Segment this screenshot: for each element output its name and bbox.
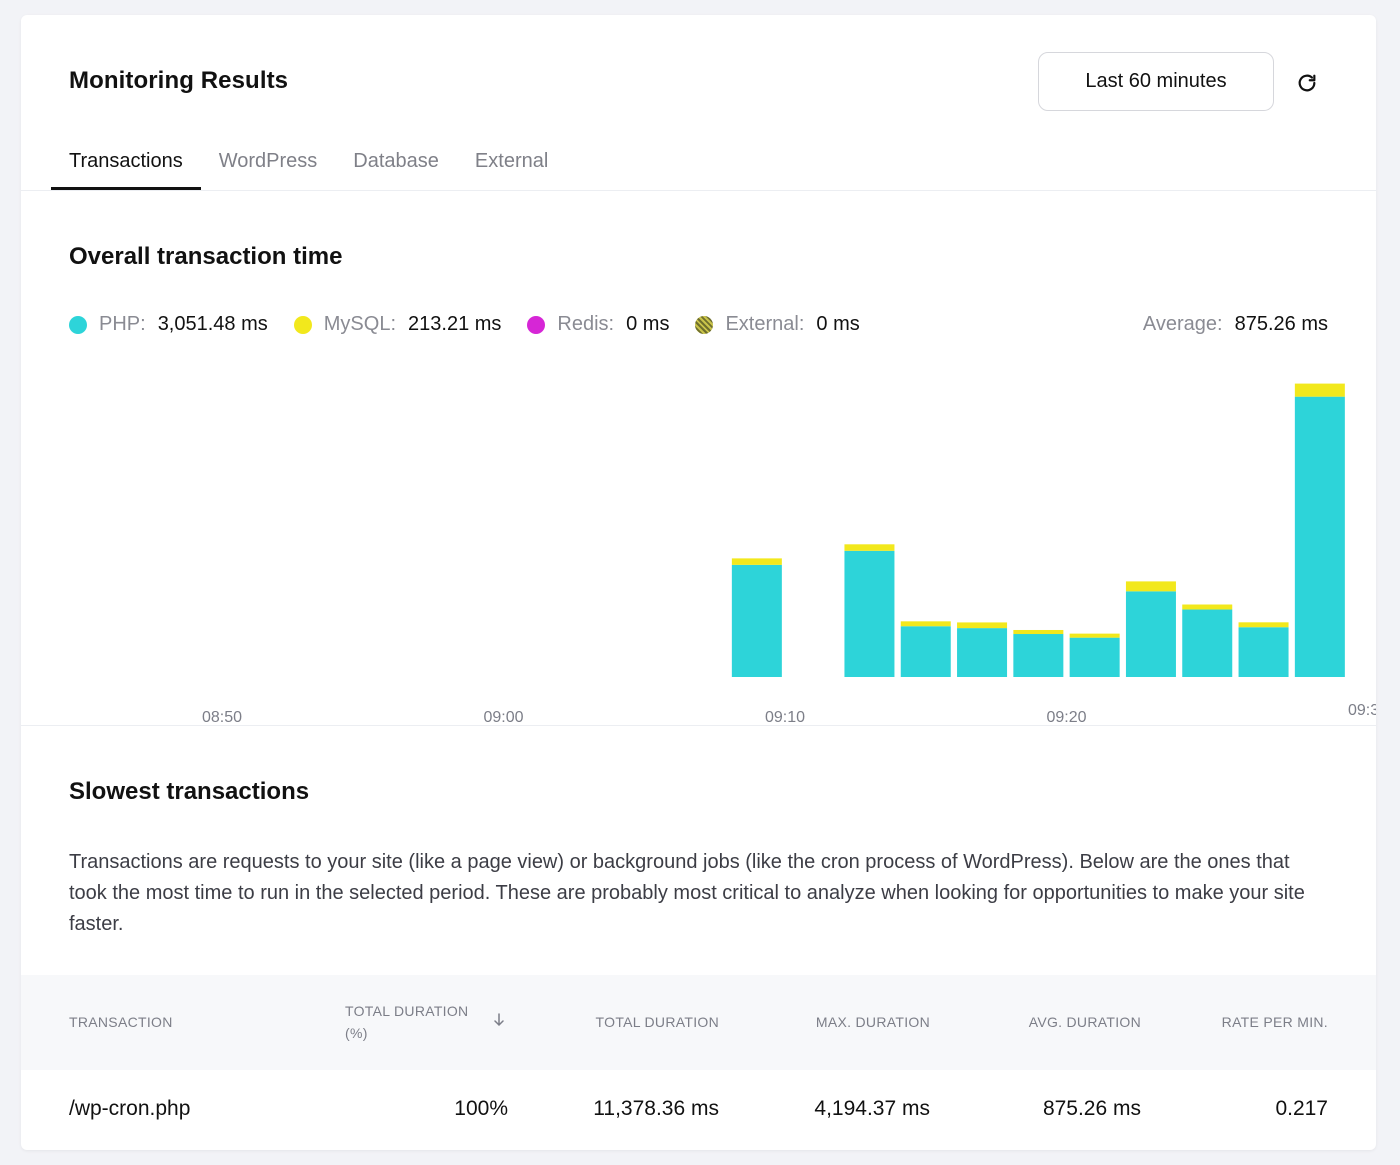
bar-php-4[interactable]: [1013, 634, 1064, 677]
cell-transaction[interactable]: /wp-cron.php: [69, 1097, 191, 1120]
bar-mysql-7[interactable]: [1182, 604, 1233, 610]
transaction-chart: 08:50 09:00 09:10 09:20 09:30: [21, 365, 1376, 726]
col-total-pct[interactable]: TOTAL DURATION (%): [345, 1000, 468, 1044]
x-tick-label: 09:10: [765, 709, 805, 725]
chart-legend: PHP: 3,051.48 ms MySQL: 213.21 ms Redis:…: [69, 313, 886, 336]
sort-desc-icon[interactable]: [493, 1011, 505, 1033]
page-title: Monitoring Results: [69, 67, 289, 94]
slowest-title: Slowest transactions: [69, 778, 310, 805]
bar-mysql-2[interactable]: [900, 621, 951, 627]
tab-external[interactable]: External: [474, 150, 549, 172]
legend-php: PHP: 3,051.48 ms: [69, 313, 268, 336]
average-summary: Average: 875.26 ms: [1143, 313, 1328, 336]
tab-wordpress[interactable]: WordPress: [218, 150, 318, 172]
cell-total-pct: 100%: [454, 1097, 508, 1120]
slowest-description: Transactions are requests to your site (…: [69, 851, 1305, 935]
tab-transactions[interactable]: Transactions: [51, 140, 201, 190]
average-label: Average:: [1142, 313, 1223, 335]
bar-php-8[interactable]: [1238, 627, 1289, 677]
bar-php-2[interactable]: [900, 626, 951, 677]
bar-mysql-9[interactable]: [1294, 383, 1345, 397]
col-rate[interactable]: RATE PER MIN.: [1221, 1014, 1328, 1030]
refresh-icon: [1298, 74, 1316, 92]
redis-dot-icon: [527, 315, 546, 334]
bar-php-1[interactable]: [844, 550, 895, 677]
table-header: TRANSACTION TOTAL DURATION (%) TOTAL DUR…: [21, 975, 1376, 1070]
legend-redis: Redis: 0 ms: [527, 313, 669, 336]
cell-rate: 0.217: [1275, 1097, 1328, 1120]
mysql-dot-icon: [293, 315, 312, 334]
bar-mysql-6[interactable]: [1125, 581, 1176, 592]
legend-external-value: 0 ms: [816, 313, 860, 335]
col-transaction[interactable]: TRANSACTION: [69, 1014, 173, 1030]
col-total-pct-line2: (%): [345, 1025, 368, 1041]
tab-bar: Transactions WordPress Database External: [51, 140, 566, 190]
legend-external: External: 0 ms: [695, 313, 860, 336]
bar-mysql-0[interactable]: [731, 558, 782, 565]
x-tick-label: 08:50: [202, 709, 242, 725]
divider: [21, 190, 1376, 191]
bar-php-9[interactable]: [1294, 396, 1345, 677]
tab-database[interactable]: Database: [353, 150, 439, 172]
cell-total-duration: 11,378.36 ms: [593, 1097, 719, 1120]
legend-mysql-label: MySQL:: [323, 313, 397, 335]
monitoring-card: Monitoring Results Last 60 minutes Trans…: [21, 15, 1376, 1150]
transaction-chart-svg: 08:50 09:00 09:10 09:20 09:30: [202, 383, 1376, 726]
col-max-duration[interactable]: MAX. DURATION: [815, 1014, 930, 1030]
bar-php-5[interactable]: [1069, 637, 1120, 677]
bar-mysql-8[interactable]: [1238, 622, 1289, 628]
x-tick-label: 09:20: [1046, 709, 1086, 725]
legend-php-value: 3,051.48 ms: [157, 313, 268, 335]
bar-php-7[interactable]: [1182, 609, 1233, 677]
bar-mysql-5[interactable]: [1069, 633, 1120, 638]
x-tick-label: 09:30: [1348, 702, 1376, 719]
external-dot-icon: [695, 315, 714, 334]
col-total-pct-line1: TOTAL DURATION: [345, 1003, 469, 1019]
bar-mysql-1[interactable]: [844, 544, 895, 551]
bar-php-3[interactable]: [957, 628, 1008, 677]
bar-mysql-4[interactable]: [1013, 629, 1064, 635]
time-range-button[interactable]: Last 60 minutes: [1038, 52, 1274, 111]
bar-mysql-3[interactable]: [957, 622, 1008, 629]
bar-php-0[interactable]: [731, 564, 782, 677]
overall-title: Overall transaction time: [69, 243, 343, 270]
refresh-button[interactable]: [1293, 69, 1321, 97]
legend-mysql: MySQL: 213.21 ms: [293, 313, 502, 336]
legend-external-label: External:: [725, 313, 805, 335]
cell-avg-duration: 875.26 ms: [1042, 1097, 1141, 1120]
average-value: 875.26 ms: [1234, 313, 1328, 335]
legend-redis-label: Redis:: [557, 313, 615, 335]
bar-php-6[interactable]: [1125, 591, 1176, 677]
col-total-duration[interactable]: TOTAL DURATION: [595, 1014, 719, 1030]
col-avg-duration[interactable]: AVG. DURATION: [1028, 1014, 1141, 1030]
divider: [21, 725, 1376, 726]
x-tick-label: 09:00: [483, 709, 523, 725]
cell-max-duration: 4,194.37 ms: [814, 1097, 930, 1120]
legend-mysql-value: 213.21 ms: [408, 313, 502, 335]
legend-php-label: PHP:: [99, 313, 146, 335]
php-dot-icon: [69, 315, 87, 334]
legend-redis-value: 0 ms: [626, 313, 670, 335]
